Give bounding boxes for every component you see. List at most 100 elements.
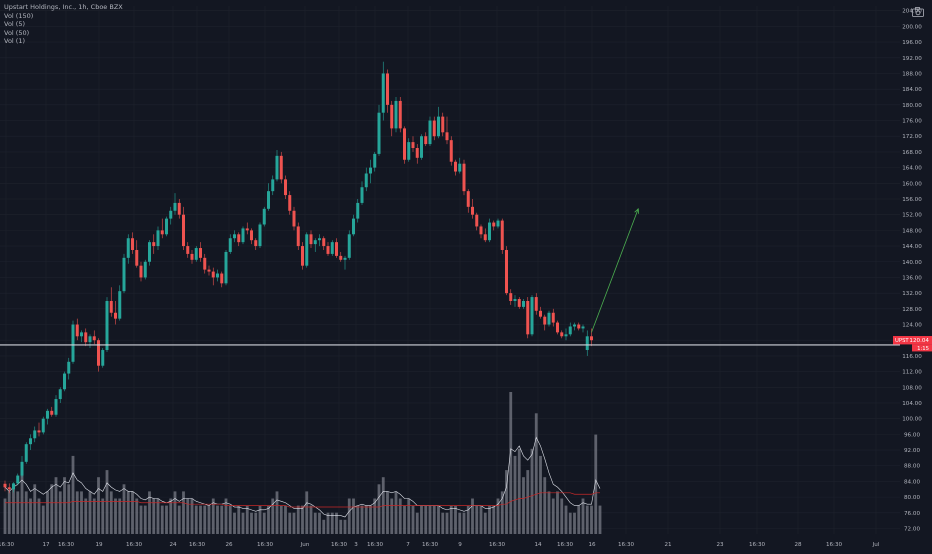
candle-body — [292, 210, 296, 227]
volume-bar — [479, 505, 483, 534]
volume-bar — [420, 505, 423, 534]
candle-body — [20, 461, 24, 476]
volume-bar — [279, 505, 283, 534]
volume-bar — [288, 512, 292, 534]
candle-body — [24, 444, 28, 462]
candle-body — [551, 312, 555, 323]
volume-bar — [24, 491, 28, 534]
candle-body — [33, 430, 37, 439]
volume-bar — [109, 491, 113, 534]
candle-body — [479, 226, 483, 235]
candle-body — [88, 336, 92, 343]
projection-arrow-head — [634, 207, 640, 214]
volume-bar — [267, 505, 270, 534]
candle-body — [343, 257, 347, 260]
y-tick-label: 180.00 — [902, 103, 922, 109]
volume-bar — [92, 498, 96, 534]
y-tick-label: 104.00 — [902, 401, 922, 407]
volume-bar — [41, 505, 45, 534]
price-label: 120.04 — [909, 338, 929, 344]
candle-body — [54, 399, 58, 415]
candle-body — [3, 483, 7, 488]
candle-body — [258, 224, 262, 247]
y-tick-label: 172.00 — [902, 134, 922, 140]
volume-bar — [71, 455, 75, 534]
volume-bar — [250, 512, 253, 534]
candle-body — [458, 163, 462, 172]
candle-body — [279, 155, 283, 180]
candle-body — [228, 238, 232, 252]
volume-bar — [369, 505, 372, 534]
volume-bar — [573, 512, 576, 534]
volume-bar — [407, 498, 411, 534]
candle-body — [466, 191, 470, 207]
candle-body — [581, 326, 585, 329]
price-sublabel-bg — [912, 344, 932, 352]
candle-body — [471, 206, 474, 215]
volume-bar — [122, 484, 126, 534]
candle-body — [139, 265, 143, 278]
volume-bar — [313, 512, 317, 534]
candle-body — [177, 202, 181, 215]
volume-bar — [411, 505, 415, 534]
volume-bar — [458, 512, 462, 534]
candle-body — [250, 230, 253, 241]
volume-bar — [160, 505, 164, 534]
x-axis[interactable]: 16:30 17 16:30 19 16:30 24 16:30 26 16:30 Jun 16:3… — [0, 542, 880, 548]
y-tick-label: 92.00 — [904, 448, 920, 454]
y-axis[interactable]: 72.00 76.00 80.00 84.00 88.00 92.00 96.00 100.0… — [902, 9, 922, 533]
y-tick-label: 176.00 — [902, 119, 922, 125]
candle-body — [398, 100, 402, 129]
symbol-title[interactable]: Upstart Holdings, Inc., 1h, Cboe BZX — [4, 3, 123, 11]
candle-body — [122, 257, 126, 292]
candle-body — [58, 389, 62, 400]
volume-bar — [471, 498, 474, 534]
volume-bar — [67, 484, 71, 534]
indicator-vol-150[interactable]: Vol (150) — [4, 11, 34, 20]
candle-body — [539, 310, 542, 317]
volume-bar — [454, 505, 457, 534]
candle-body — [114, 312, 117, 319]
candle-body — [437, 116, 440, 137]
y-tick-label: 184.00 — [902, 87, 922, 93]
y-tick-label: 116.00 — [902, 354, 922, 360]
candle-body — [37, 430, 41, 433]
volume-bar — [216, 505, 219, 534]
candle-body — [50, 410, 54, 415]
volume-bar — [496, 498, 500, 534]
legend: Upstart Holdings, Inc., 1h, Cboe BZX Vol… — [4, 3, 123, 46]
candle-body — [377, 112, 381, 154]
candle-body — [534, 297, 538, 311]
candle-body — [339, 255, 343, 260]
volume-bar — [318, 512, 321, 534]
camera-icon[interactable] — [912, 2, 924, 17]
x-tick-label: 16:30 — [331, 542, 348, 548]
y-tick-label: 88.00 — [904, 464, 920, 470]
indicator-vol-50[interactable]: Vol (50) — [4, 28, 30, 37]
volume-bar — [84, 498, 88, 534]
indicator-vol-1[interactable]: Vol (1) — [4, 37, 25, 46]
candle-body — [547, 312, 551, 325]
candle-body — [335, 242, 338, 256]
y-tick-label: 196.00 — [902, 40, 922, 46]
candle-body — [513, 299, 517, 301]
candle-body — [288, 195, 292, 211]
x-tick-label: Jun — [300, 542, 310, 548]
indicator-vol-5[interactable]: Vol (5) — [4, 20, 25, 29]
candle-body — [386, 73, 389, 105]
candle-body — [560, 332, 564, 337]
volume-bar — [394, 491, 398, 534]
volume-bar — [492, 505, 496, 534]
x-tick-label: 7 — [406, 542, 410, 548]
candle-body — [347, 234, 351, 258]
volume-bar — [437, 505, 440, 534]
volume-bar — [330, 512, 334, 534]
volume-bar — [301, 505, 304, 534]
candle-body — [46, 410, 49, 419]
candle-body — [420, 136, 423, 158]
volume-bar — [390, 498, 394, 534]
volume-bar — [3, 498, 7, 534]
volume-bar — [97, 477, 100, 534]
